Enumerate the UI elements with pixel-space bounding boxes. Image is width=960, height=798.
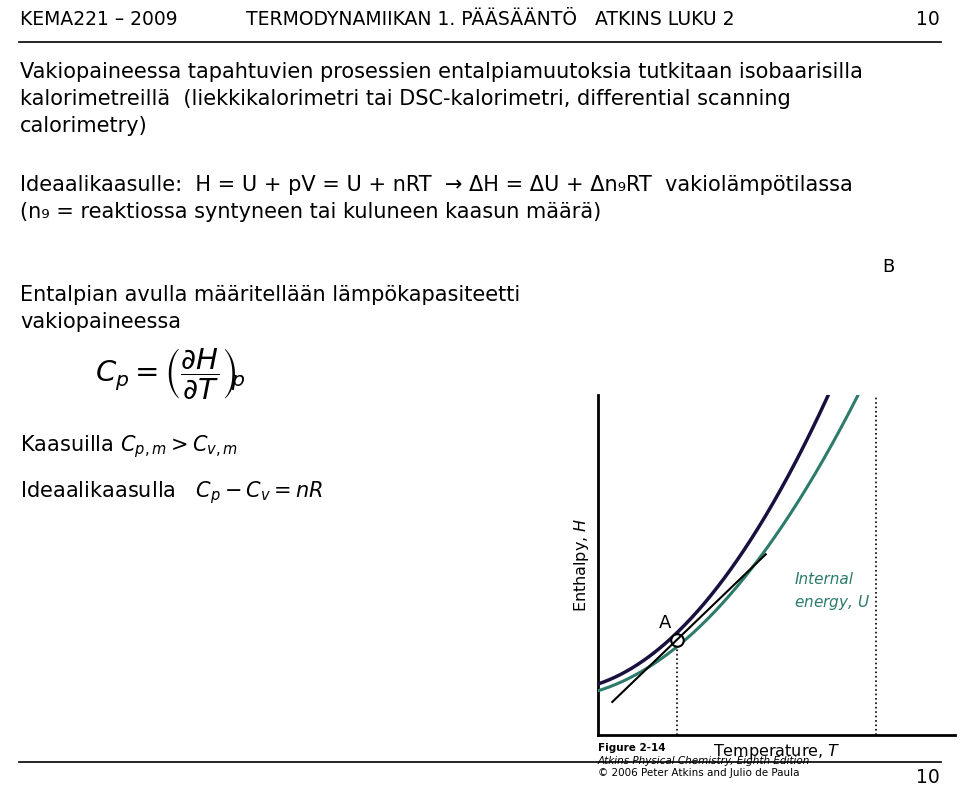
Text: B: B bbox=[882, 258, 894, 276]
Text: KEMA221 – 2009: KEMA221 – 2009 bbox=[20, 10, 178, 29]
Text: A: A bbox=[659, 614, 671, 632]
Text: Ideaalikaasulla   $C_p - C_v = nR$: Ideaalikaasulla $C_p - C_v = nR$ bbox=[20, 479, 323, 506]
Text: Ideaalikaasulle:  H = U + pV = U + nRT  → ΔH = ΔU + Δn₉RT  vakiolämpötilassa: Ideaalikaasulle: H = U + pV = U + nRT → … bbox=[20, 175, 852, 195]
Text: Vakiopaineessa tapahtuvien prosessien entalpiamuutoksia tutkitaan isobaarisilla: Vakiopaineessa tapahtuvien prosessien en… bbox=[20, 62, 863, 82]
Text: Entalpian avulla määritellään lämpökapasiteetti: Entalpian avulla määritellään lämpökapas… bbox=[20, 285, 520, 305]
Text: Atkins Physical Chemistry, Eighth Edition: Atkins Physical Chemistry, Eighth Editio… bbox=[598, 756, 810, 766]
Text: 10: 10 bbox=[916, 10, 940, 29]
Text: Internal
energy, $U$: Internal energy, $U$ bbox=[794, 572, 871, 612]
Text: © 2006 Peter Atkins and Julio de Paula: © 2006 Peter Atkins and Julio de Paula bbox=[598, 768, 800, 778]
Text: Kaasuilla $C_{p,m} > C_{v,m}$: Kaasuilla $C_{p,m} > C_{v,m}$ bbox=[20, 433, 238, 460]
Text: Figure 2-14: Figure 2-14 bbox=[598, 743, 665, 753]
Text: (n₉ = reaktiossa syntyneen tai kuluneen kaasun määrä): (n₉ = reaktiossa syntyneen tai kuluneen … bbox=[20, 202, 601, 222]
Text: calorimetry): calorimetry) bbox=[20, 116, 148, 136]
Text: kalorimetreillä  (liekkikalorimetri tai DSC-kalorimetri, differential scanning: kalorimetreillä (liekkikalorimetri tai D… bbox=[20, 89, 791, 109]
Text: $C_p = \left(\dfrac{\partial H}{\partial T}\right)_{\!\!p}$: $C_p = \left(\dfrac{\partial H}{\partial… bbox=[95, 347, 246, 402]
X-axis label: Temperature, $T$: Temperature, $T$ bbox=[712, 742, 840, 761]
Text: 10: 10 bbox=[916, 768, 940, 787]
Text: TERMODYNAMIIKAN 1. PÄÄSÄÄNTÖ   ATKINS LUKU 2: TERMODYNAMIIKAN 1. PÄÄSÄÄNTÖ ATKINS LUKU… bbox=[246, 10, 734, 29]
Text: vakiopaineessa: vakiopaineessa bbox=[20, 312, 181, 332]
Y-axis label: Enthalpy, $H$: Enthalpy, $H$ bbox=[572, 518, 591, 612]
